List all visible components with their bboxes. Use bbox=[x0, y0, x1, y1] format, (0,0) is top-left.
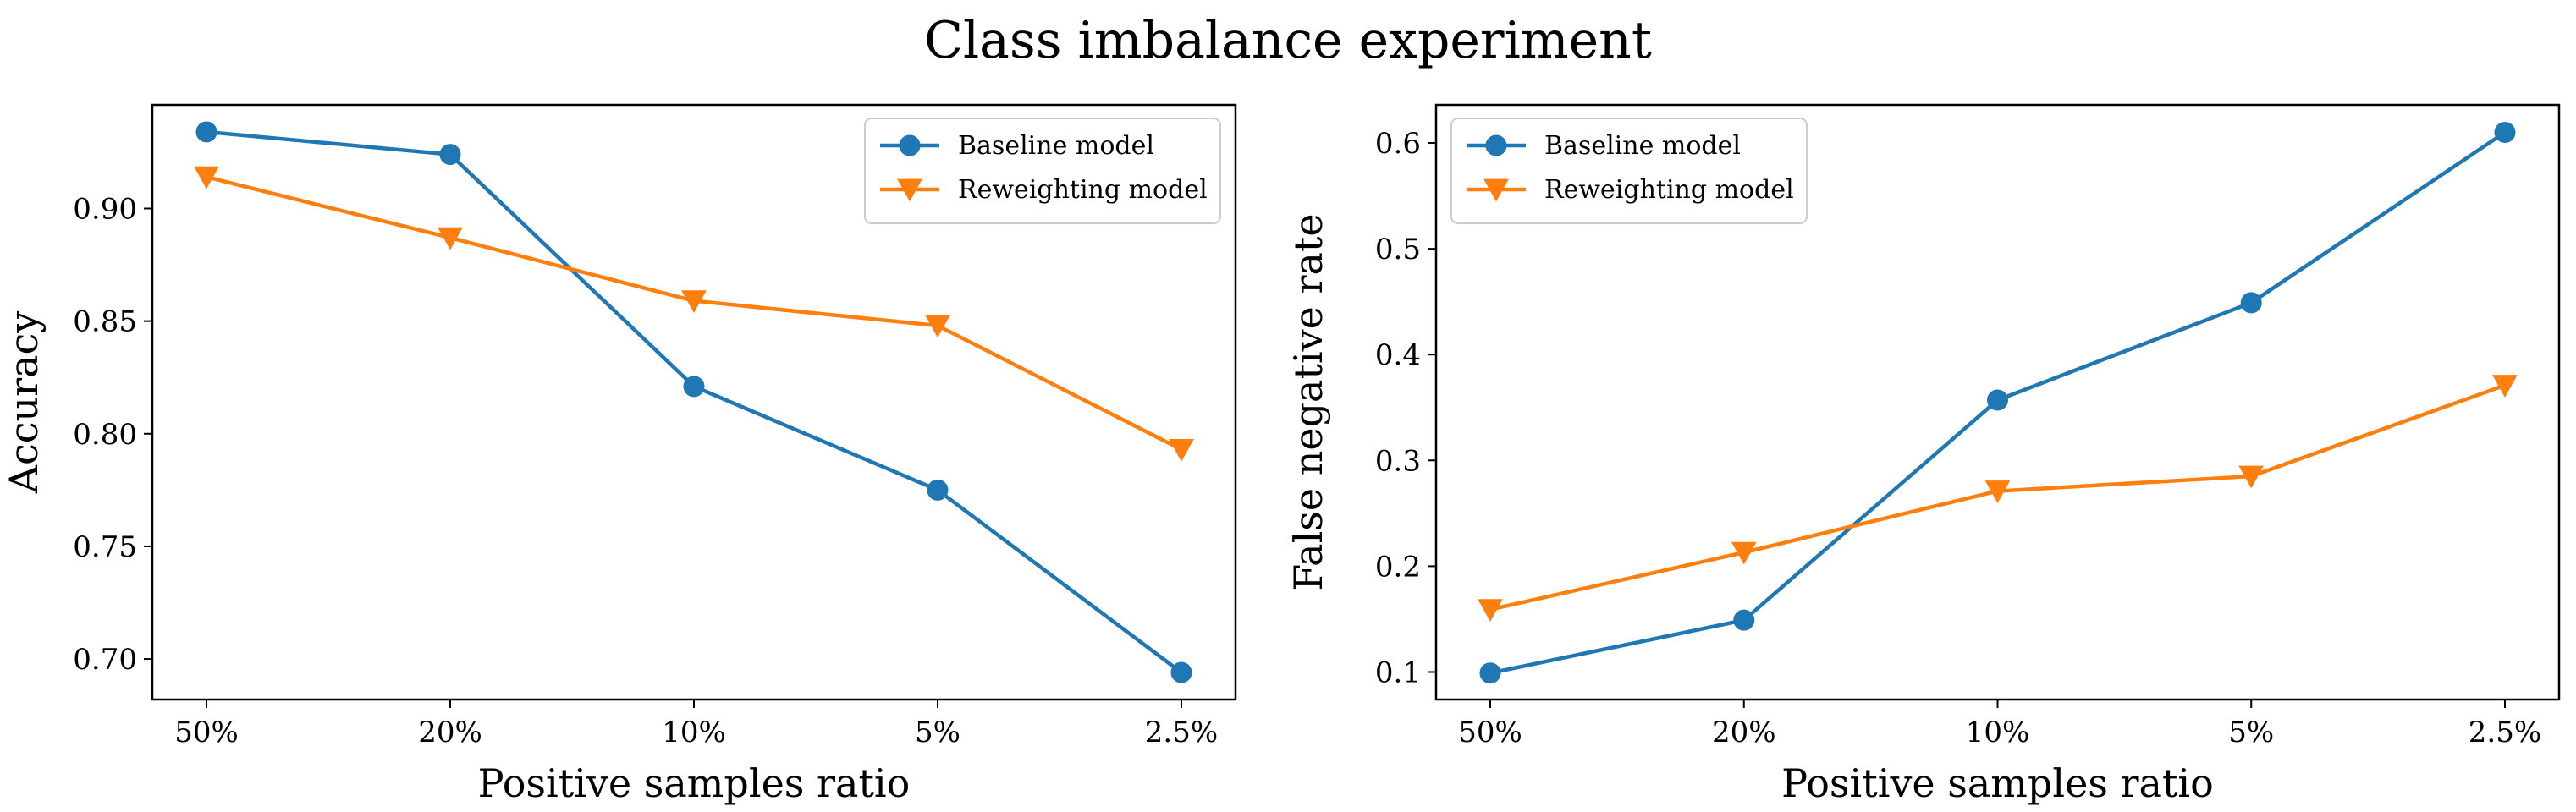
x-axis-label: Positive samples ratio bbox=[478, 760, 911, 806]
data-point-reweighting bbox=[1731, 541, 1757, 565]
data-point-baseline bbox=[1479, 662, 1501, 684]
data-point-baseline bbox=[927, 479, 949, 501]
x-tick-label: 2.5% bbox=[2469, 716, 2541, 749]
data-point-reweighting bbox=[1984, 480, 2011, 503]
legend-label: Baseline model bbox=[958, 131, 1154, 161]
x-tick-label: 5% bbox=[2228, 716, 2274, 749]
legend-label: Reweighting model bbox=[958, 175, 1208, 205]
false-negative-rate-chart: 50% 20% 10% 5% 2.5% 0.1 0.2 0.3 0.4 0.5 0.6 Positiv… bbox=[1285, 103, 2561, 806]
legend: Baseline model Reweighting model bbox=[864, 118, 1221, 224]
x-tick-label: 5% bbox=[915, 716, 960, 749]
legend-marker bbox=[1483, 178, 1509, 202]
data-point-baseline bbox=[1170, 661, 1192, 683]
x-tick-label: 10% bbox=[662, 716, 726, 749]
data-point-baseline bbox=[2494, 122, 2516, 144]
legend: Baseline model Reweighting model bbox=[1450, 118, 1808, 224]
legend-box bbox=[864, 118, 1221, 224]
x-tick-label: 2.5% bbox=[1145, 716, 1218, 749]
y-tick-label: 0.75 bbox=[73, 530, 137, 564]
y-tick-label: 0.3 bbox=[1375, 444, 1421, 478]
x-tick-label: 20% bbox=[1712, 716, 1776, 749]
y-tick-label: 0.85 bbox=[73, 305, 137, 339]
data-point-reweighting bbox=[681, 290, 707, 314]
y-tick-label: 0.2 bbox=[1375, 550, 1421, 584]
data-point-baseline bbox=[1733, 609, 1755, 631]
legend-marker bbox=[897, 178, 922, 202]
data-point-reweighting bbox=[2238, 465, 2265, 489]
legend-marker bbox=[899, 134, 921, 156]
data-point-baseline bbox=[439, 144, 461, 166]
legend-label: Reweighting model bbox=[1544, 175, 1794, 205]
data-point-reweighting bbox=[1169, 439, 1194, 462]
figure-title: Class imbalance experiment bbox=[924, 11, 1652, 70]
y-axis-label: Accuracy bbox=[1, 311, 47, 495]
data-point-reweighting bbox=[1478, 599, 1503, 623]
accuracy-chart: 50% 20% 10% 5% 2.5% 0.70 0.75 0.80 0.85 0.90 Posit… bbox=[1, 103, 1237, 806]
data-point-baseline bbox=[195, 121, 217, 143]
y-axis-label: False negative rate bbox=[1285, 213, 1331, 590]
y-tick-label: 0.1 bbox=[1375, 656, 1421, 689]
y-tick-label: 0.80 bbox=[73, 418, 137, 452]
x-tick-label: 10% bbox=[1966, 716, 2030, 749]
data-point-reweighting bbox=[194, 166, 219, 189]
data-point-reweighting bbox=[925, 315, 950, 338]
data-point-baseline bbox=[683, 376, 705, 398]
y-tick-label: 0.90 bbox=[73, 192, 137, 226]
y-tick-label: 0.5 bbox=[1375, 233, 1421, 266]
y-tick-label: 0.4 bbox=[1375, 338, 1421, 372]
legend-marker bbox=[1485, 134, 1507, 156]
x-tick-label: 20% bbox=[418, 716, 482, 749]
x-tick-label: 50% bbox=[1458, 716, 1522, 749]
legend-box bbox=[1450, 118, 1808, 224]
y-tick-label: 0.70 bbox=[73, 643, 137, 677]
data-point-reweighting bbox=[2492, 375, 2518, 398]
legend-label: Baseline model bbox=[1544, 131, 1741, 161]
data-point-baseline bbox=[2240, 292, 2262, 314]
data-point-baseline bbox=[1987, 389, 2008, 411]
x-axis-label: Positive samples ratio bbox=[1781, 760, 2214, 806]
y-tick-label: 0.6 bbox=[1375, 127, 1421, 161]
x-tick-label: 50% bbox=[174, 716, 239, 749]
data-point-reweighting bbox=[438, 227, 463, 250]
